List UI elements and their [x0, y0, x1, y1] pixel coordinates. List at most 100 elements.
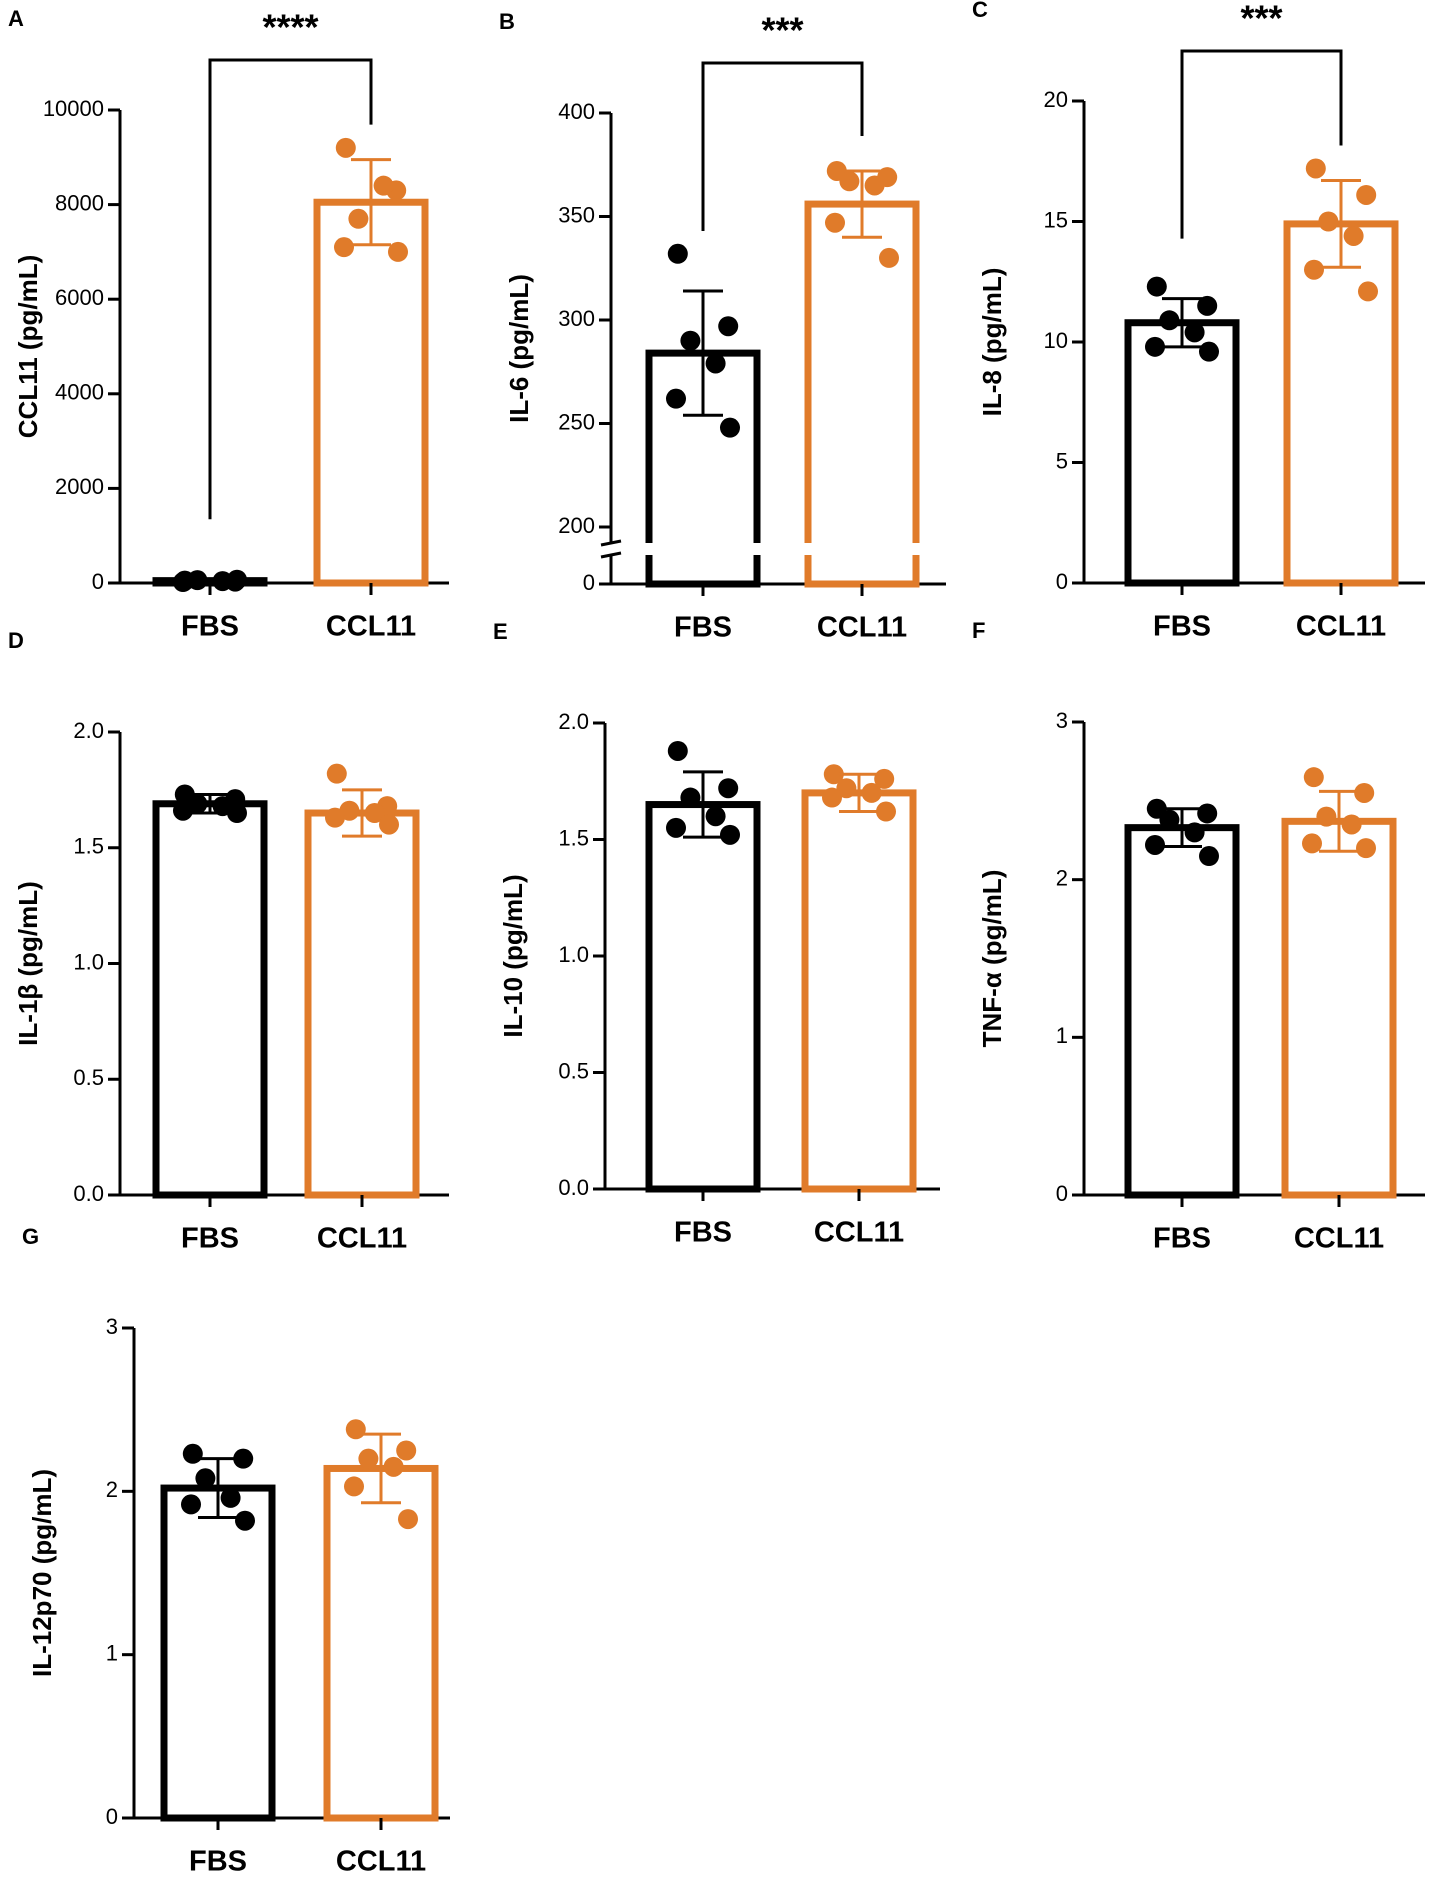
data-point: [227, 803, 247, 824]
panel-label: C: [972, 0, 988, 22]
y-tick-label: 0: [1056, 1181, 1068, 1206]
bar: [645, 801, 761, 1193]
axis-break-mark: [600, 551, 622, 559]
y-tick-label: 3: [106, 1314, 118, 1339]
data-point: [1318, 211, 1339, 232]
data-point: [1197, 803, 1218, 824]
data-point: [388, 241, 408, 262]
data-point: [344, 1476, 364, 1497]
data-point: [181, 1494, 201, 1515]
data-point: [1304, 259, 1324, 280]
y-tick-label: 15: [1044, 207, 1068, 232]
data-point: [1159, 310, 1180, 331]
significance-bracket: [1180, 49, 1343, 239]
y-tick-label: 0: [583, 570, 595, 595]
y-tick-label: 20: [1044, 87, 1068, 112]
y-tick-label: 2000: [55, 474, 104, 499]
data-point: [173, 572, 193, 593]
data-point: [334, 237, 354, 258]
data-point: [1159, 809, 1180, 830]
data-point: [680, 330, 701, 351]
axis-break-gap: [597, 543, 952, 555]
data-point: [1316, 806, 1337, 827]
data-point: [666, 817, 686, 838]
data-point: [348, 208, 369, 229]
y-tick-label: 0: [92, 569, 104, 594]
y-tick-label: 10: [1044, 328, 1068, 353]
data-point: [1354, 782, 1375, 803]
y-tick-label: 2: [1056, 865, 1068, 890]
bar: [1124, 319, 1240, 587]
y-tick-label: 10000: [43, 96, 104, 121]
bar: [313, 198, 429, 587]
y-tick-label: 5: [1056, 448, 1068, 473]
data-point: [720, 417, 740, 438]
y-tick-label: 4000: [55, 380, 104, 405]
data-point: [825, 212, 845, 233]
data-point: [398, 1509, 418, 1530]
data-point: [373, 175, 394, 196]
x-tick-label: CCL11: [317, 1223, 407, 1255]
data-point: [235, 1510, 255, 1531]
x-tick-label: FBS: [674, 612, 732, 644]
x-tick-label: CCL11: [1294, 1223, 1384, 1255]
data-point: [667, 243, 688, 264]
data-point: [173, 800, 193, 821]
bar: [1124, 824, 1240, 1199]
y-tick-label: 1: [1056, 1023, 1068, 1048]
y-tick-label: 200: [558, 513, 595, 538]
data-point: [822, 787, 842, 808]
data-point: [379, 814, 399, 835]
y-tick-label: 400: [558, 99, 595, 124]
y-tick-label: 2: [106, 1477, 118, 1502]
data-point: [1305, 158, 1326, 179]
data-point: [325, 807, 345, 828]
bar: [1283, 220, 1399, 587]
x-tick-label: FBS: [1153, 1223, 1211, 1255]
y-tick-label: 1.0: [73, 949, 104, 974]
y-tick-label: 300: [558, 306, 595, 331]
data-point: [326, 763, 347, 784]
y-tick-label: 250: [558, 409, 595, 434]
data-point: [335, 137, 356, 158]
data-point: [839, 171, 860, 192]
data-point: [1197, 295, 1218, 316]
data-point: [233, 1448, 254, 1469]
y-tick-label: 2.0: [73, 718, 104, 743]
data-point: [345, 1419, 366, 1440]
x-tick-label: CCL11: [326, 611, 416, 643]
y-tick-label: 350: [558, 202, 595, 227]
y-tick-label: 1: [106, 1640, 118, 1665]
data-point: [1356, 184, 1377, 205]
bar: [152, 800, 268, 1199]
data-point: [383, 1456, 404, 1477]
panel-label: E: [493, 619, 508, 644]
data-point: [705, 806, 726, 827]
x-tick-label: FBS: [181, 611, 239, 643]
data-point: [718, 778, 739, 799]
data-point: [1199, 341, 1219, 362]
data-point: [718, 316, 739, 337]
bar: [1281, 817, 1397, 1199]
y-tick-label: 1.0: [558, 942, 589, 967]
significance-bracket: [701, 61, 864, 232]
data-point: [1145, 336, 1165, 357]
data-point: [1343, 225, 1364, 246]
data-point: [358, 1448, 379, 1469]
bar: [304, 809, 420, 1199]
data-point: [227, 569, 247, 590]
data-point: [220, 1487, 241, 1508]
data-point: [364, 803, 385, 824]
x-tick-label: FBS: [181, 1223, 239, 1255]
data-point: [667, 740, 688, 761]
x-tick-label: CCL11: [817, 612, 907, 644]
data-point: [1356, 838, 1376, 859]
panel-label: A: [8, 6, 24, 31]
data-point: [680, 787, 701, 808]
x-tick-label: CCL11: [814, 1217, 904, 1249]
y-tick-label: 1.5: [558, 825, 589, 850]
y-tick-label: 0: [1056, 569, 1068, 594]
panel-label: G: [22, 1224, 39, 1249]
significance-label: ****: [262, 7, 318, 48]
data-point: [1302, 833, 1322, 854]
